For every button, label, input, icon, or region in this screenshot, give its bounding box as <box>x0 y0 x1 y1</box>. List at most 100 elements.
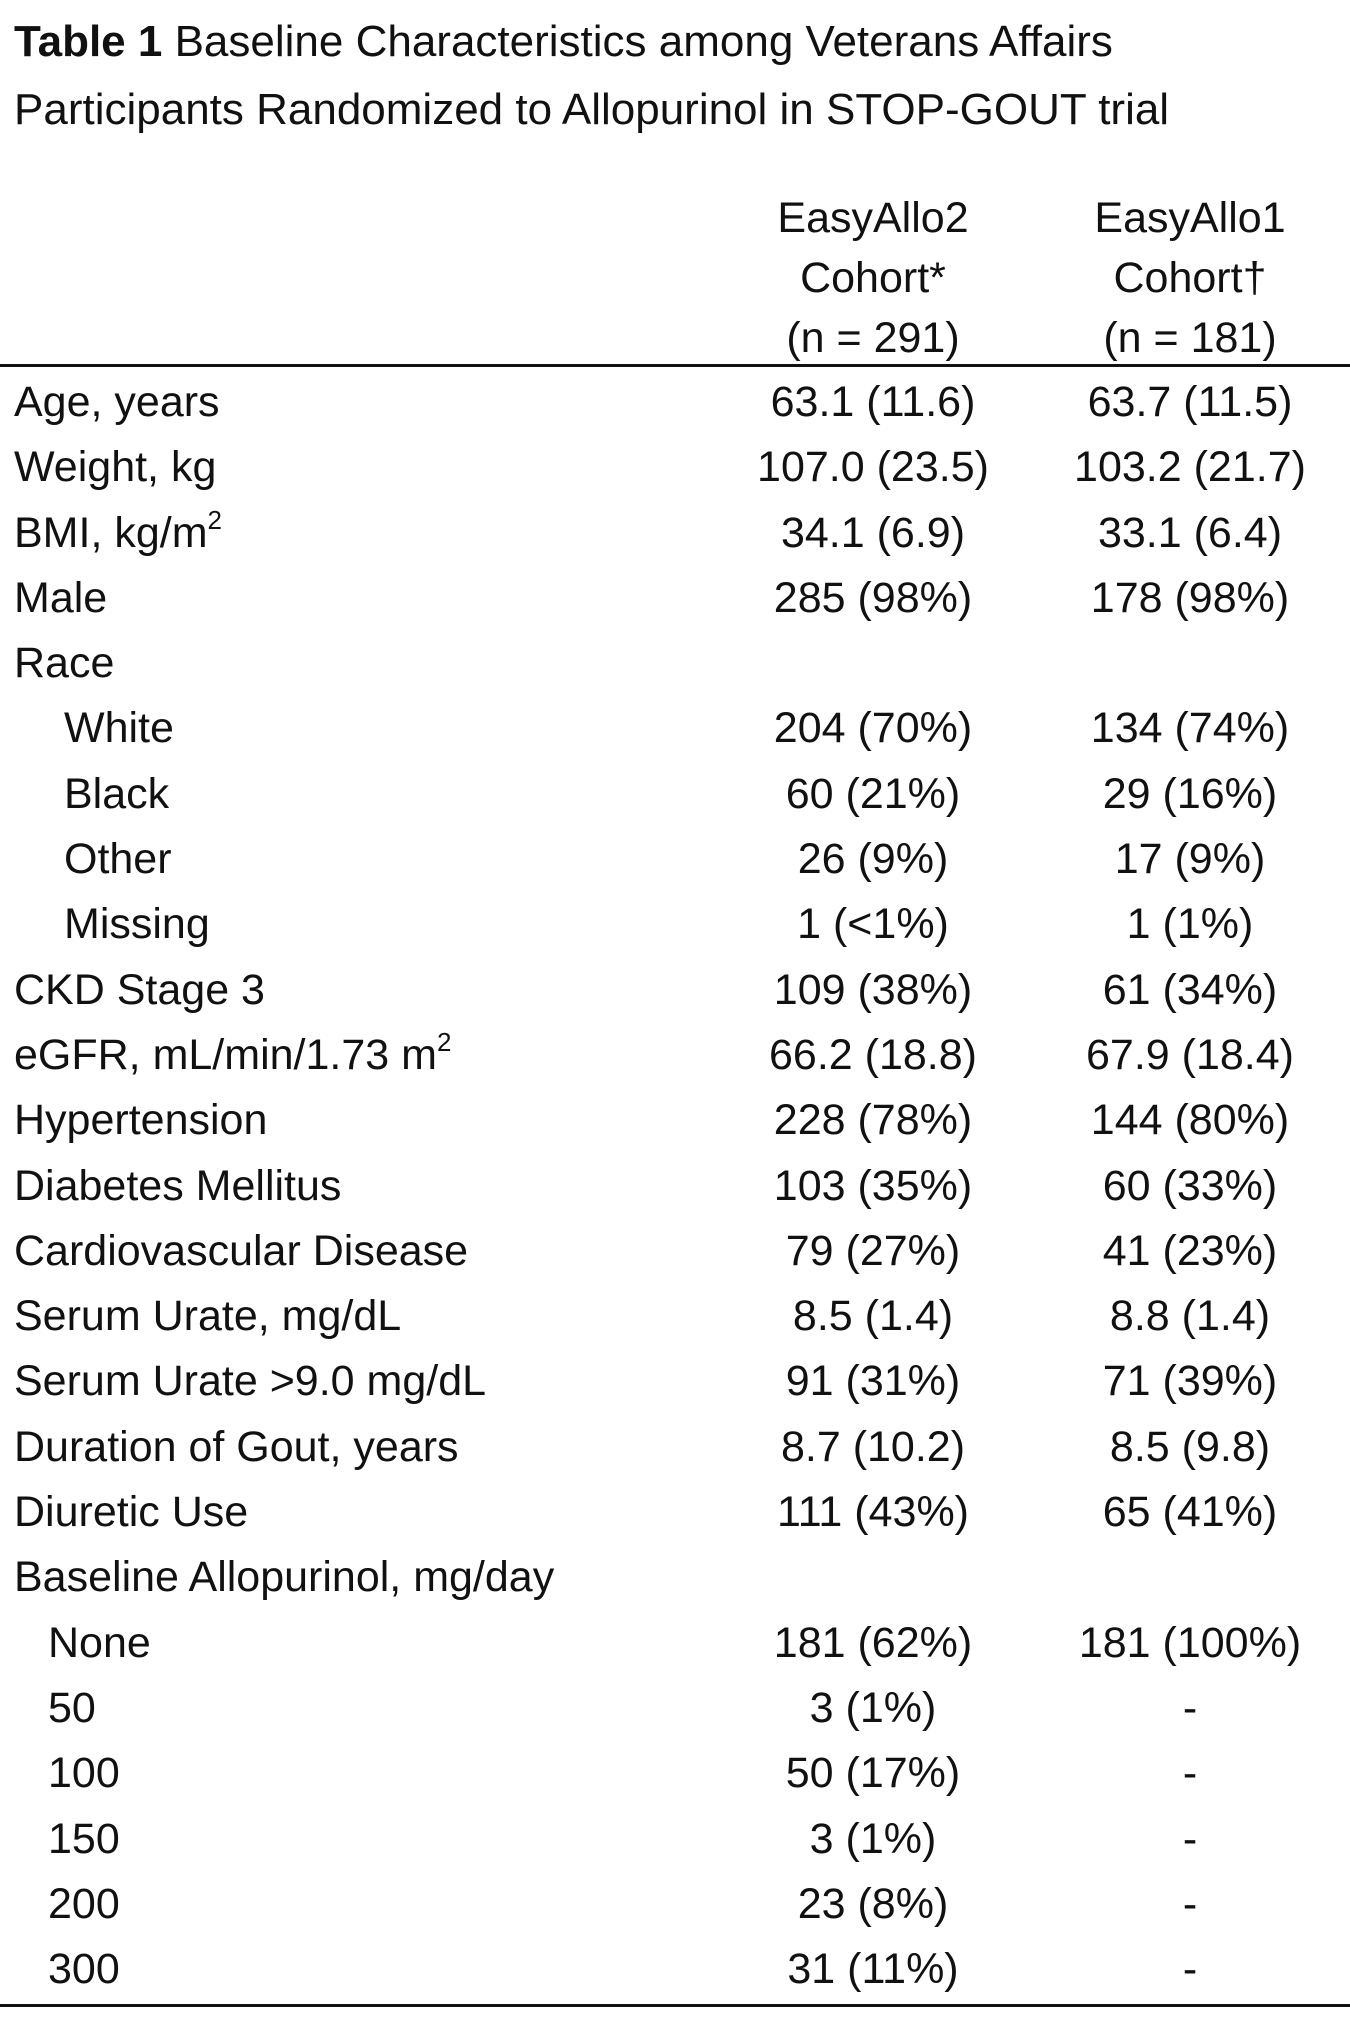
row-label: 200 <box>48 1872 120 1937</box>
row-label: Age, years <box>14 370 220 435</box>
row-label-text: Male <box>14 573 108 622</box>
row-label: Male <box>14 566 107 631</box>
row-label-text: Missing <box>64 900 210 949</box>
row-label: Cardiovascular Disease <box>14 1219 468 1284</box>
row-label-text: Other <box>64 835 172 884</box>
row-label-text: Serum Urate, mg/dL <box>14 1292 402 1341</box>
row-label-text: Black <box>64 769 170 818</box>
row-label: Other <box>64 827 172 892</box>
row-label-text: 300 <box>48 1945 120 1994</box>
row-label-text: 150 <box>48 1814 120 1863</box>
row-label: 100 <box>48 1741 120 1806</box>
row-label-text: eGFR, mL/min/1.73 m <box>14 1030 437 1079</box>
row-label: Serum Urate >9.0 mg/dL <box>14 1349 486 1414</box>
row-label-text: Baseline Allopurinol, mg/day <box>14 1553 555 1602</box>
row-label-text: Diuretic Use <box>14 1488 249 1537</box>
header-rule <box>0 364 1350 367</box>
cell-easyallo1: 17 (9%) <box>1114 835 1266 884</box>
row-label: Duration of Gout, years <box>14 1415 459 1480</box>
row-label: Baseline Allopurinol, mg/day <box>14 1545 554 1610</box>
column-header-cohort: Cohort† <box>1113 254 1267 302</box>
table-row: None 181 (62%) 181 (100%) <box>0 1611 1350 1676</box>
cell-easyallo2: 109 (38%) <box>773 965 973 1014</box>
row-label-text: None <box>48 1618 151 1667</box>
row-label-text: Weight, kg <box>14 443 217 492</box>
superscript: 2 <box>207 504 222 535</box>
row-label: Race <box>14 631 114 696</box>
table-row: Age, years 63.1 (11.6) 63.7 (11.5) <box>0 370 1350 435</box>
column-header-easyallo1: EasyAllo1 Cohort† (n = 181) <box>1010 188 1350 368</box>
table-row: Baseline Allopurinol, mg/day <box>0 1545 1350 1610</box>
row-label-text: Diabetes Mellitus <box>14 1161 342 1210</box>
cell-easyallo2: 103 (35%) <box>773 1161 973 1210</box>
cell-easyallo1: 60 (33%) <box>1102 1161 1278 1210</box>
table-row: Other 26 (9%) 17 (9%) <box>0 827 1350 892</box>
table-row: CKD Stage 3 109 (38%) 61 (34%) <box>0 958 1350 1023</box>
cell-easyallo1: 63.7 (11.5) <box>1087 378 1293 426</box>
row-label: Hypertension <box>14 1088 267 1153</box>
cell-easyallo1: 178 (98%) <box>1090 573 1290 622</box>
cell-easyallo2: 50 (17%) <box>785 1749 961 1798</box>
cell-easyallo1: 103.2 (21.7) <box>1074 443 1306 492</box>
cell-easyallo2: 8.5 (1.4) <box>792 1292 954 1341</box>
table-row: 150 3 (1%) - <box>0 1807 1350 1872</box>
column-header-name: EasyAllo1 <box>1094 194 1286 242</box>
cell-easyallo2: 63.1 (11.6) <box>770 378 976 426</box>
column-header-cohort: Cohort* <box>800 254 946 302</box>
row-label: Weight, kg <box>14 435 216 500</box>
cell-easyallo2: 1 (<1%) <box>797 900 949 949</box>
row-label-text: CKD Stage 3 <box>14 965 265 1014</box>
cell-easyallo2: 91 (31%) <box>785 1357 961 1406</box>
row-label-text: Duration of Gout, years <box>14 1422 459 1471</box>
row-label-text: 50 <box>48 1683 96 1732</box>
row-label-text: Hypertension <box>14 1096 268 1145</box>
cell-easyallo2: 60 (21%) <box>785 769 961 818</box>
cell-easyallo2: 111 (43%) <box>776 1488 969 1537</box>
row-label: 300 <box>48 1937 120 2002</box>
cell-easyallo2: 8.7 (10.2) <box>780 1422 966 1471</box>
cell-easyallo1: 71 (39%) <box>1102 1357 1278 1406</box>
row-label: Diuretic Use <box>14 1480 248 1545</box>
cell-easyallo1: - <box>1182 1945 1198 1994</box>
cell-easyallo1: 65 (41%) <box>1102 1488 1278 1537</box>
cell-easyallo1: 181 (100%) <box>1078 1618 1302 1667</box>
row-label: Missing <box>64 892 210 957</box>
row-label-text: Age, years <box>14 378 220 426</box>
cell-easyallo2: 79 (27%) <box>785 1226 961 1275</box>
cell-easyallo2: 34.1 (6.9) <box>780 508 966 557</box>
row-label: Black <box>64 762 169 827</box>
row-label-text: 100 <box>48 1749 120 1798</box>
superscript: 2 <box>436 1026 452 1057</box>
row-label: White <box>64 696 174 761</box>
table-row: Diabetes Mellitus 103 (35%) 60 (33%) <box>0 1154 1350 1219</box>
table-row: BMI, kg/m2 34.1 (6.9) 33.1 (6.4) <box>0 501 1350 566</box>
table-row: eGFR, mL/min/1.73 m2 66.2 (18.8) 67.9 (18.… <box>0 1023 1350 1088</box>
cell-easyallo1: 33.1 (6.4) <box>1097 508 1283 557</box>
table-row: Black 60 (21%) 29 (16%) <box>0 762 1350 827</box>
cell-easyallo1: 1 (1%) <box>1126 900 1254 949</box>
cell-easyallo2: 3 (1%) <box>809 1814 937 1863</box>
row-label-text: Serum Urate >9.0 mg/dL <box>14 1357 487 1406</box>
table-row: 100 50 (17%) - <box>0 1741 1350 1806</box>
row-label-text: White <box>64 704 174 753</box>
table-row: White 204 (70%) 134 (74%) <box>0 696 1350 761</box>
row-label: eGFR, mL/min/1.73 m2 <box>14 1023 451 1088</box>
row-label-text: Cardiovascular Disease <box>14 1226 469 1275</box>
table-row: Serum Urate >9.0 mg/dL 91 (31%) 71 (39%) <box>0 1349 1350 1414</box>
row-label: Serum Urate, mg/dL <box>14 1284 401 1349</box>
cell-easyallo2: 3 (1%) <box>809 1683 937 1732</box>
table-row: Race <box>0 631 1350 696</box>
column-header-n: (n = 291) <box>786 314 960 362</box>
table-caption: Baseline Characteristics among Veterans … <box>14 17 1170 134</box>
cell-easyallo1: - <box>1182 1879 1198 1928</box>
table-row: Cardiovascular Disease 79 (27%) 41 (23%) <box>0 1219 1350 1284</box>
cell-easyallo1: 61 (34%) <box>1102 965 1278 1014</box>
cell-easyallo1: 67.9 (18.4) <box>1086 1030 1294 1079</box>
table-title: Table 1 Baseline Characteristics among V… <box>14 8 1334 144</box>
cell-easyallo2: 204 (70%) <box>773 704 973 753</box>
cell-easyallo1: 8.5 (9.8) <box>1109 1422 1271 1471</box>
table-row: Weight, kg 107.0 (23.5) 103.2 (21.7) <box>0 435 1350 500</box>
cell-easyallo1: 144 (80%) <box>1090 1096 1290 1145</box>
table-row: Duration of Gout, years 8.7 (10.2) 8.5 (9.… <box>0 1415 1350 1480</box>
row-label: 150 <box>48 1807 120 1872</box>
